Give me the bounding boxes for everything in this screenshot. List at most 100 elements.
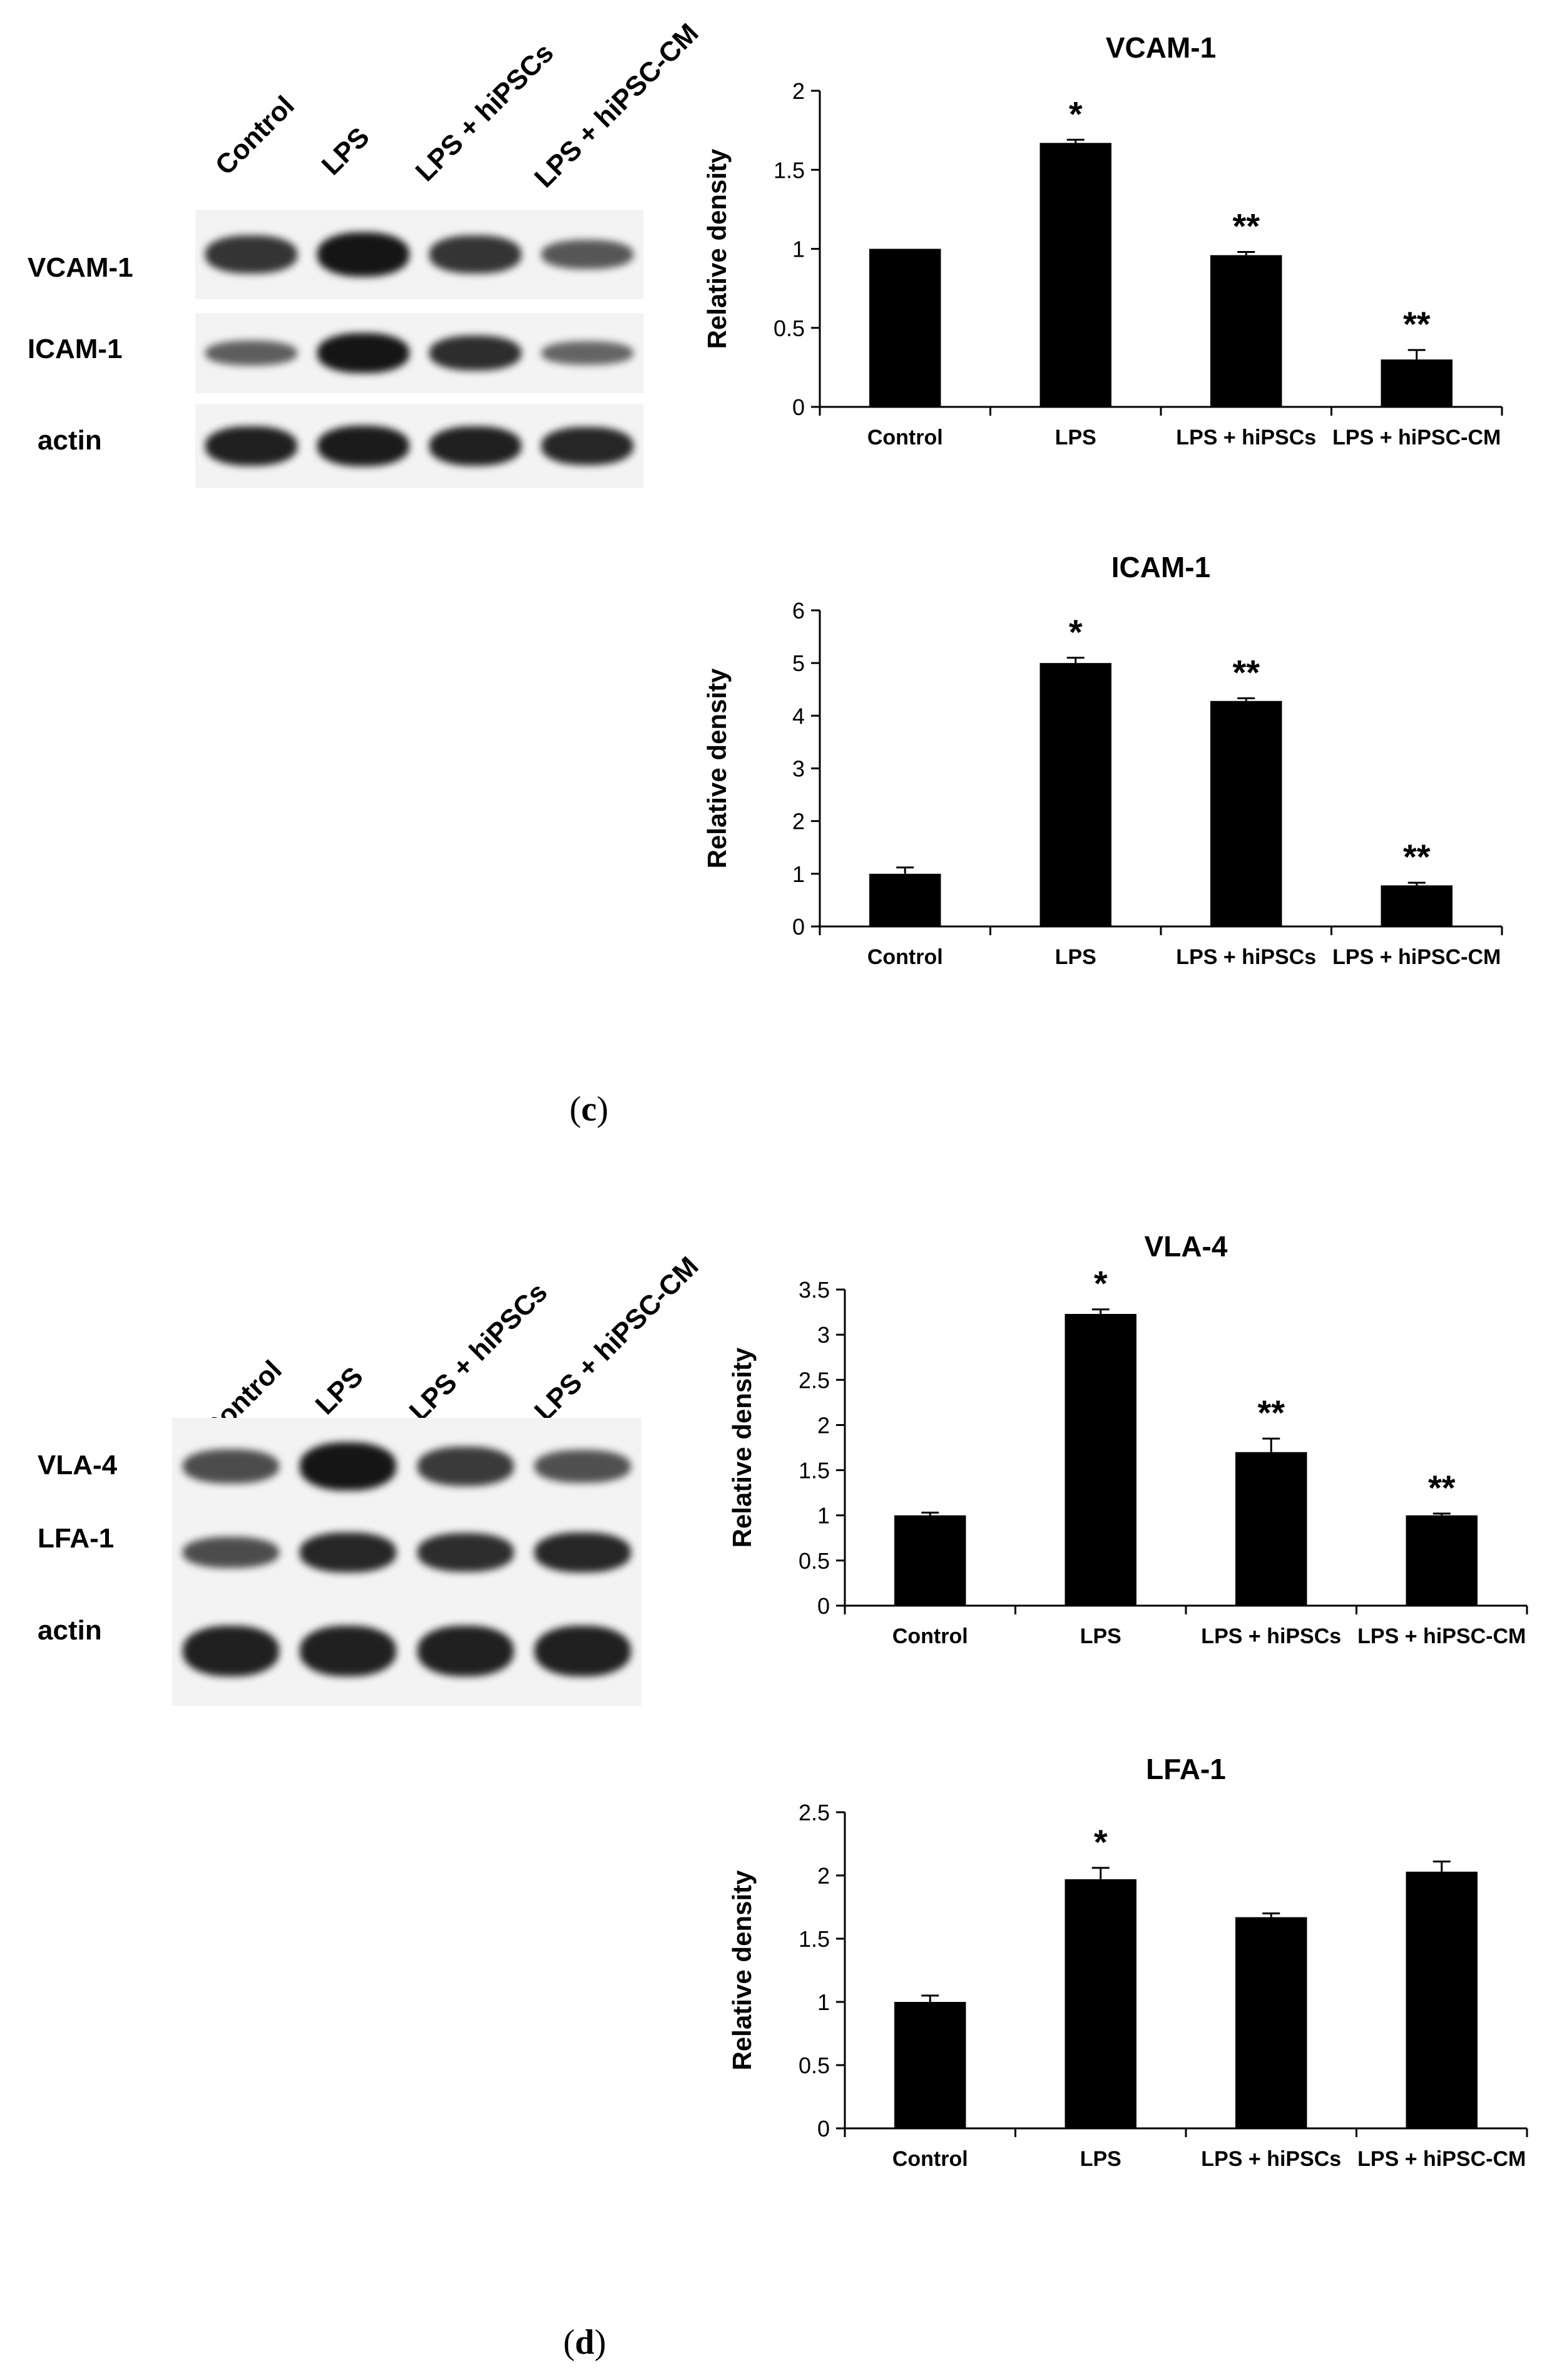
blot-strip-actin-d [172,1596,641,1706]
bar [894,2002,966,2128]
bar [1235,1452,1307,1606]
y-tick-label: 6 [792,598,805,623]
significance-marker: * [1094,1822,1108,1862]
blot-strip-lfa1 [172,1509,641,1596]
y-axis-label: Relative density [727,1347,757,1547]
blot-band [205,341,297,366]
blot-band [541,426,633,465]
blot-band [300,1532,397,1572]
x-tick-label: LPS + hiPSC-CM [1357,1624,1526,1648]
bar [1406,1515,1478,1606]
bar-chart-icam1: ICAM-1 Relative density 0 1 2 3 4 5 6 Control * LPS… [651,538,1514,989]
x-tick-label: Control [892,2147,968,2171]
y-tick-label: 3.5 [799,1277,830,1303]
blot-band [429,426,521,466]
bar [1210,255,1282,407]
significance-marker: ** [1232,207,1260,246]
row-label-vla4: VLA-4 [38,1450,118,1480]
y-tick-label: 1 [792,861,805,887]
lane-label-lps-d: LPS [309,1361,369,1421]
blot-band [182,1449,279,1484]
lane-label-lps: LPS [315,121,375,182]
chart-svg: LFA-1 Relative density 0 0.5 1 1.5 2 2.5 Control… [727,1753,1528,2171]
x-tick-label: LPS [1080,2147,1121,2171]
bar [869,249,941,407]
x-tick-label: LPS [1080,1624,1121,1648]
bar [1406,1871,1478,2128]
blot-band [317,425,409,467]
significance-marker: * [1069,612,1083,652]
y-tick-label: 0 [817,1593,830,1619]
y-tick-label: 2.5 [799,1367,830,1393]
significance-marker: ** [1403,837,1431,876]
blot-band [300,1442,397,1491]
blot-band [182,1625,279,1677]
bar [894,1515,966,1606]
blot-strip-vla4 [172,1418,641,1515]
y-tick-label: 3 [817,1322,830,1348]
bar [1039,663,1111,926]
panel-label-d: (d) [563,2323,606,2362]
blot-band [541,240,633,269]
y-tick-label: 1.5 [774,157,805,183]
blot-band [205,235,297,274]
blot-band [205,426,297,466]
row-label-lfa1: LFA-1 [38,1523,115,1554]
panel-label-c: (c) [569,1090,609,1129]
blot-strip-icam1 [195,313,643,393]
blot-band [300,1625,397,1677]
bar [1065,1313,1136,1606]
panel-letter-d: d [574,2323,595,2362]
bar-chart-vla4: VLA-4 Relative density 0 0.5 1 1.5 2 2.5 3 3.5 Con… [676,1218,1539,1668]
row-label-icam1: ICAM-1 [28,334,123,364]
blot-band [417,1447,514,1486]
bar-chart-lfa1: LFA-1 Relative density 0 0.5 1 1.5 2 2.5 Control… [676,1740,1539,2191]
x-tick-label: LPS + hiPSC-CM [1332,426,1501,449]
bar [869,873,941,926]
panel-letter-c: c [581,1090,597,1129]
blot-band [429,336,521,371]
y-tick-label: 3 [792,756,805,782]
row-label-actin-d: actin [38,1615,102,1646]
x-tick-label: LPS + hiPSC-CM [1357,2147,1526,2171]
x-tick-label: LPS + hiPSCs [1201,2147,1341,2171]
bar [1381,885,1453,926]
lane-label-control: Control [209,90,300,182]
y-tick-label: 0 [792,914,805,940]
blot-band [534,1625,631,1677]
chart-title: VLA-4 [1145,1230,1228,1263]
blot-strip-vcam1 [195,210,643,299]
y-tick-label: 5 [792,650,805,676]
x-tick-label: LPS + hiPSCs [1176,945,1316,969]
y-tick-label: 2 [817,1412,830,1438]
y-tick-label: 1.5 [799,1458,830,1484]
row-label-actin: actin [38,425,102,456]
chart-svg: VLA-4 Relative density 0 0.5 1 1.5 2 2.5 3 3.5 Con… [727,1230,1528,1648]
bar [1039,143,1111,407]
significance-marker: * [1069,94,1083,133]
y-tick-label: 2 [792,809,805,834]
x-tick-label: Control [892,1624,968,1648]
y-tick-label: 1 [817,1503,830,1529]
bar [1210,700,1282,926]
western-blot-d: Control LPS LPS + hiPSCs LPS + hiPSC-CM … [0,1189,705,1753]
blot-band [317,232,409,277]
x-tick-label: Control [867,426,943,449]
x-tick-label: LPS + hiPSCs [1176,426,1316,449]
chart-svg: VCAM-1 Relative density 0 0.5 1 1.5 2 Control * L… [702,31,1503,449]
y-tick-label: 0 [817,2116,830,2141]
y-tick-label: 2.5 [799,1800,830,1825]
blot-band [534,1532,631,1572]
row-label-vcam1: VCAM-1 [28,252,133,283]
significance-marker: ** [1257,1393,1285,1432]
y-tick-label: 0.5 [774,315,805,341]
x-tick-label: LPS [1055,426,1096,449]
blot-band [182,1537,279,1568]
significance-marker: ** [1428,1468,1456,1507]
significance-marker: ** [1232,653,1260,692]
bar [1381,359,1453,407]
blot-band [429,235,521,274]
y-tick-label: 1 [792,237,805,262]
blot-strip-actin [195,404,643,488]
y-tick-label: 0.5 [799,2053,830,2078]
